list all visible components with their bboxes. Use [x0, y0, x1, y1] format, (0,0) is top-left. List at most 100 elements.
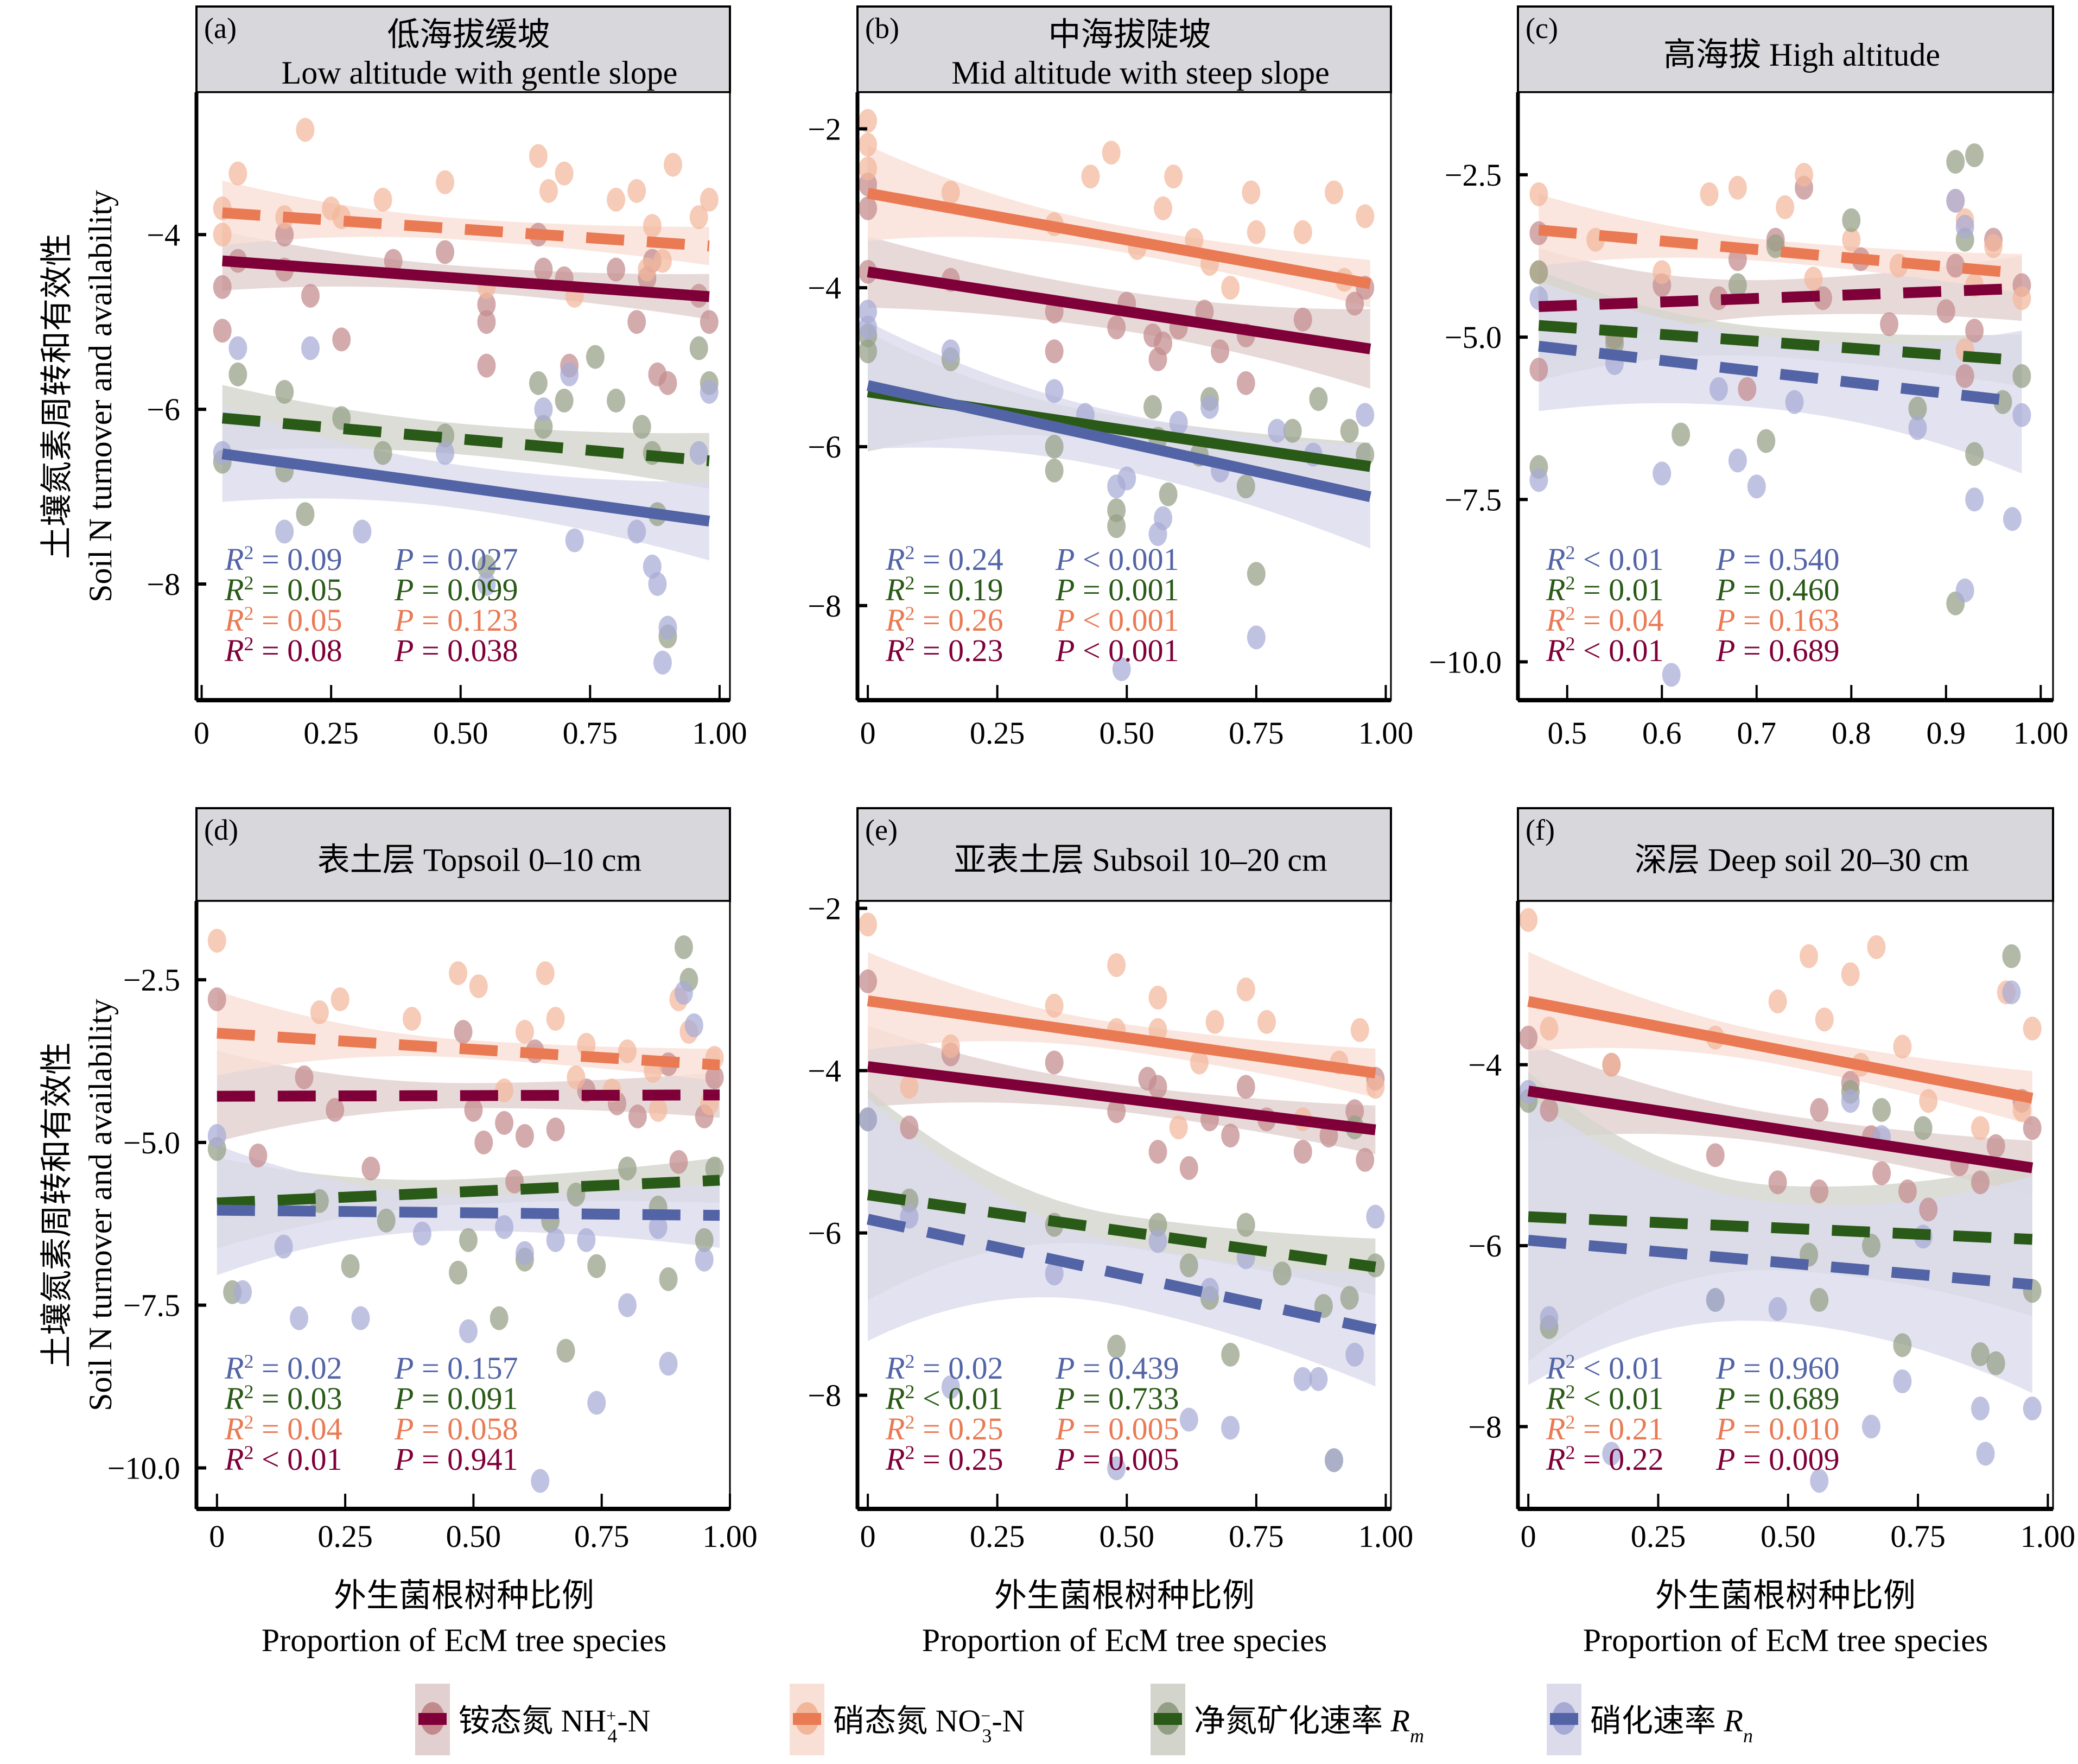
x-axis-title-cn: 外生菌根树种比例	[994, 1578, 1255, 1614]
point-rm	[1309, 387, 1328, 411]
point-nh4	[1148, 1140, 1167, 1164]
point-no3	[664, 153, 683, 177]
point-nh4	[1293, 307, 1312, 332]
y-axis-title-en: Soil N turnover and availability	[82, 190, 118, 602]
fit-line-no3	[1538, 224, 2023, 279]
ci-band-rn	[868, 1097, 1376, 1387]
x-axis-title-en: Proportion of EcM tree species	[922, 1622, 1327, 1658]
point-rn	[587, 1391, 606, 1415]
point-no3	[373, 187, 392, 212]
p-annotation-rm: P = 0.733	[1055, 1381, 1179, 1416]
panel-title-en: Mid altitude with steep slope	[951, 55, 1330, 91]
point-no3	[1236, 977, 1255, 1001]
point-rm	[567, 1182, 586, 1207]
fit-line-nh4	[1539, 283, 2022, 312]
point-rm	[555, 389, 574, 413]
point-rn	[560, 362, 579, 386]
panel-e: (e) 亚表土层 Subsoil 10–20 cm −2 −4 −6 −8 0 0.25 0.5…	[808, 807, 1414, 1554]
ci-band-rn	[1528, 1095, 2032, 1393]
point-no3	[577, 1033, 596, 1057]
y-axis-title-en: Soil N turnover and availability	[82, 999, 118, 1411]
point-rm	[1179, 1253, 1198, 1278]
point-rm	[529, 371, 548, 395]
x-axis-title-cn: 外生菌根树种比例	[1655, 1578, 1916, 1614]
p-annotation-rn: P = 0.027	[394, 542, 518, 577]
point-no3	[1653, 260, 1672, 284]
point-nh4	[1810, 1098, 1829, 1122]
point-rn	[546, 1228, 565, 1252]
point-no3	[1984, 234, 2003, 258]
x-tick-label: 0.50	[1100, 1519, 1155, 1554]
legend-label: 硝化速率 Rn	[1590, 1703, 1753, 1747]
point-no3	[1893, 1035, 1912, 1059]
point-rn	[1345, 1342, 1364, 1367]
r2-annotation-rm: R2 < 0.01	[885, 1381, 1003, 1416]
p-annotation-rn: P = 0.540	[1715, 542, 1840, 577]
y-tick-label: −8	[1468, 1409, 1502, 1444]
x-tick-label: 1.00	[2020, 1519, 2076, 1554]
x-tick-label: 0.8	[1832, 715, 1871, 751]
point-no3	[1325, 180, 1344, 205]
point-rm	[1728, 273, 1747, 297]
point-nh4	[1898, 1179, 1917, 1203]
point-rm	[1159, 482, 1178, 506]
y-axis-title-bottom: 土壤氮素周转和有效性 Soil N turnover and availabil…	[39, 999, 118, 1411]
point-rm	[1810, 1288, 1829, 1312]
x-tick-label: 1.00	[1358, 1519, 1414, 1554]
point-rn	[649, 1215, 668, 1239]
r2-annotation-no3: R2 = 0.05	[224, 602, 342, 638]
legend-line-swatch	[1550, 1713, 1578, 1725]
panel-tag: (b)	[865, 12, 899, 45]
plot-content	[213, 118, 719, 675]
point-no3	[859, 156, 878, 181]
x-tick-label: 0.50	[433, 715, 488, 751]
x-tick-label: 1.00	[2013, 715, 2069, 751]
point-no3	[689, 205, 708, 230]
y-tick-label: −2	[808, 891, 841, 926]
point-no3	[1919, 1089, 1938, 1113]
point-nh4	[474, 1130, 493, 1154]
point-rn	[412, 1221, 431, 1246]
fit-line-rn	[217, 1204, 720, 1221]
point-nh4	[607, 257, 626, 282]
x-tick-label: 0	[860, 1519, 876, 1554]
point-nh4	[1946, 253, 1965, 278]
point-no3	[859, 109, 878, 133]
point-no3	[1971, 1116, 1990, 1140]
r2-annotation-rn: R2 < 0.01	[1546, 542, 1664, 577]
point-nh4	[1179, 1156, 1198, 1180]
point-no3	[207, 929, 226, 953]
point-no3	[567, 1065, 586, 1089]
point-rn	[1200, 1278, 1219, 1302]
plot-content	[1529, 143, 2031, 687]
panel-tag: (f)	[1526, 814, 1555, 846]
r2-annotation-no3: R2 = 0.26	[885, 602, 1003, 638]
fit-line-rn	[866, 380, 1371, 502]
point-rn	[1247, 625, 1266, 650]
x-tick-label: 0.5	[1547, 715, 1587, 751]
panel-c: (c) 高海拔 High altitude −2.5 −5.0 −7.5 −10.0 0.5…	[1429, 5, 2069, 751]
point-nh4	[477, 310, 496, 334]
point-rm	[1340, 1286, 1359, 1310]
x-tick-label: 0	[209, 1519, 225, 1554]
y-tick-label: −8	[147, 567, 180, 602]
legend-line-swatch	[793, 1713, 821, 1725]
y-tick-label: −7.5	[123, 1288, 180, 1323]
ci-band-no3	[1528, 951, 2032, 1126]
point-rn	[941, 1375, 960, 1399]
point-nh4	[464, 1097, 483, 1122]
y-tick-label: −6	[808, 1216, 841, 1251]
legend-line-swatch	[1154, 1713, 1182, 1725]
r2-annotation-nh4: R2 < 0.01	[1546, 633, 1664, 668]
point-nh4	[213, 319, 232, 343]
point-nh4	[1738, 377, 1757, 401]
point-nh4	[301, 283, 320, 308]
point-rm	[341, 1254, 360, 1278]
point-rm	[859, 339, 878, 364]
r2-annotation-rm: R2 = 0.01	[1546, 572, 1664, 607]
point-nh4	[1872, 1161, 1891, 1185]
panel-f: (f) 深层 Deep soil 20–30 cm −4 −6 −8 0 0.25 0.50 0…	[1468, 807, 2076, 1554]
panel-title-cn: 亚表土层	[954, 842, 1092, 878]
r2-annotation-rn: R2 = 0.02	[224, 1350, 342, 1386]
